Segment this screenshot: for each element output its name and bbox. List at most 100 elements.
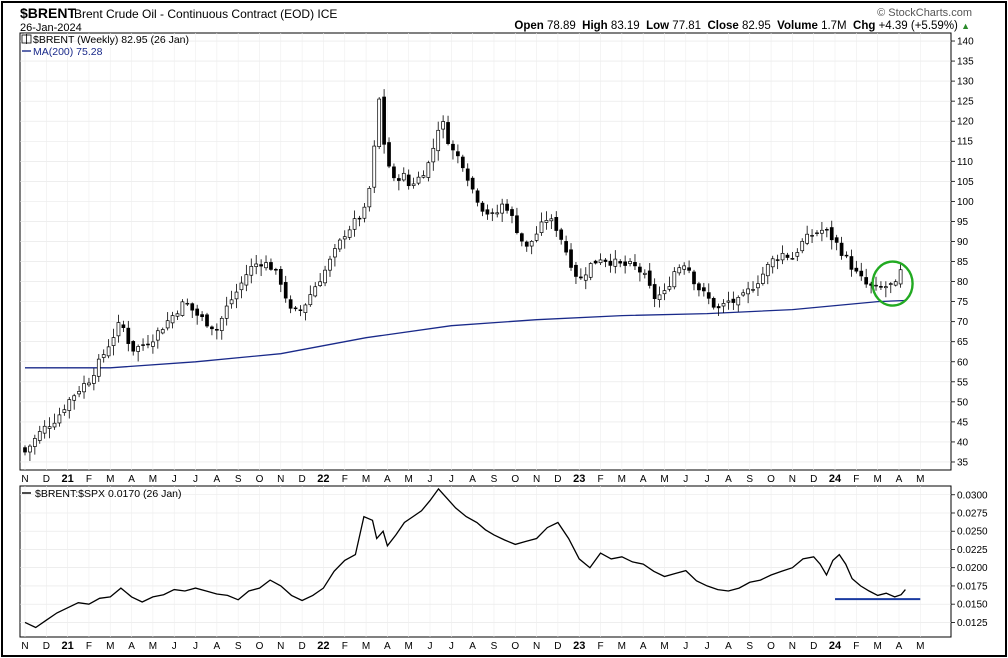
ratio-legend: $BRENT:$SPX 0.0170 (26 Jan) <box>22 488 182 500</box>
candle-up <box>874 284 878 287</box>
price-x-tick-label: M <box>618 474 626 485</box>
candle-up <box>421 175 426 178</box>
candle-down <box>515 215 519 233</box>
price-y-tick-label: 45 <box>957 417 969 428</box>
candle-down <box>731 298 736 303</box>
symbol-title: $BRENT <box>20 5 77 21</box>
candle-down <box>524 241 529 247</box>
candle-up <box>77 391 81 395</box>
price-y-tick-label: 55 <box>957 377 969 388</box>
ma200-series <box>25 299 906 369</box>
candle-up <box>239 282 244 291</box>
candle-up <box>219 317 224 331</box>
price-y-tick-label: 100 <box>957 197 974 208</box>
candle-up <box>805 233 809 244</box>
candle-down <box>706 292 711 299</box>
price-x-axis: N D 21 F M A M J J A S O N D 22 F M A M J J A S O N D 23 F M A M J J A S O N… <box>21 473 924 485</box>
candle-up <box>155 330 160 341</box>
candle-down <box>195 308 200 316</box>
candle-up <box>667 286 672 290</box>
price-y-tick-label: 135 <box>957 57 974 68</box>
price-y-tick-label: 95 <box>957 217 969 228</box>
candle-down <box>854 267 859 272</box>
candle-down <box>697 283 701 291</box>
candle-up <box>490 212 495 214</box>
candle-up <box>313 286 318 297</box>
price-panel-frame <box>19 32 952 471</box>
ratio-x-tick-label: F <box>342 641 348 652</box>
candle-up <box>37 431 42 441</box>
candle-down <box>141 344 145 346</box>
candle-down <box>618 261 623 264</box>
candle-up <box>761 273 765 284</box>
ratio-x-tick-label: D <box>43 641 50 652</box>
candle-up <box>746 288 750 295</box>
ratio-legend-label: $BRENT:$SPX 0.0170 (26 Jan) <box>35 488 182 500</box>
candle-down <box>554 217 559 231</box>
candle-up <box>795 252 800 257</box>
candle-down <box>126 327 131 344</box>
price-y-tick-label: 70 <box>957 317 969 328</box>
candle-down <box>647 270 652 286</box>
candle-up <box>790 258 795 260</box>
price-x-tick-label: J <box>428 474 433 485</box>
price-x-tick-label: F <box>86 474 92 485</box>
price-annotations <box>871 260 914 307</box>
price-y-tick-label: 125 <box>957 97 974 108</box>
candle-down <box>859 270 864 277</box>
candle-down <box>849 256 854 270</box>
low-value: 77.81 <box>672 20 702 32</box>
candle-up <box>342 236 347 240</box>
ratio-y-tick-label: 0.0250 <box>957 527 988 538</box>
candle-up <box>372 145 377 188</box>
candle-up <box>136 346 140 352</box>
candle-up <box>229 299 234 305</box>
ratio-x-tick-label: M <box>106 641 114 652</box>
candle-down <box>460 156 465 169</box>
candle-up <box>101 354 106 358</box>
price-x-tick-label: A <box>384 474 391 485</box>
candle-down <box>711 298 716 308</box>
price-x-tick-label: N <box>789 474 796 485</box>
price-x-tick-label: M <box>149 474 157 485</box>
candle-up <box>770 258 775 268</box>
price-x-tick-label: 24 <box>829 473 842 485</box>
candle-up <box>810 235 814 237</box>
candle-up <box>92 375 96 384</box>
price-y-tick-label: 120 <box>957 117 974 128</box>
candle-up <box>328 258 332 271</box>
candle-down <box>387 142 391 167</box>
candle-up <box>165 320 170 329</box>
price-y-tick-label: 35 <box>957 457 969 468</box>
price-x-tick-label: M <box>873 474 881 485</box>
candle-up <box>549 218 554 222</box>
price-x-tick-label: J <box>193 474 198 485</box>
candle-down <box>692 271 696 285</box>
ratio-x-tick-label: M <box>362 641 370 652</box>
candle-down <box>785 254 790 258</box>
price-x-tick-label: O <box>767 474 775 485</box>
price-x-tick-label: A <box>725 474 732 485</box>
candle-down <box>392 166 396 179</box>
price-x-tick-label: A <box>469 474 476 485</box>
candle-down <box>633 262 637 267</box>
ratio-x-tick-label: F <box>86 641 92 652</box>
candle-up <box>72 395 77 401</box>
candle-up <box>583 274 588 281</box>
candle-down <box>131 341 136 352</box>
candle-down <box>121 324 126 329</box>
candle-down <box>569 249 573 268</box>
candle-up <box>352 218 357 230</box>
candle-up <box>500 203 505 214</box>
candle-down <box>519 233 524 242</box>
low-label: Low <box>646 20 670 32</box>
candle-up <box>672 271 677 288</box>
ratio-panel-frame <box>19 485 952 638</box>
candle-down <box>579 276 583 279</box>
candle-up <box>677 267 682 274</box>
ratio-y-tick-label: 0.0175 <box>957 581 988 592</box>
high-value: 83.19 <box>610 20 640 32</box>
price-x-tick-label: 22 <box>317 473 329 485</box>
candle-up <box>741 292 746 296</box>
